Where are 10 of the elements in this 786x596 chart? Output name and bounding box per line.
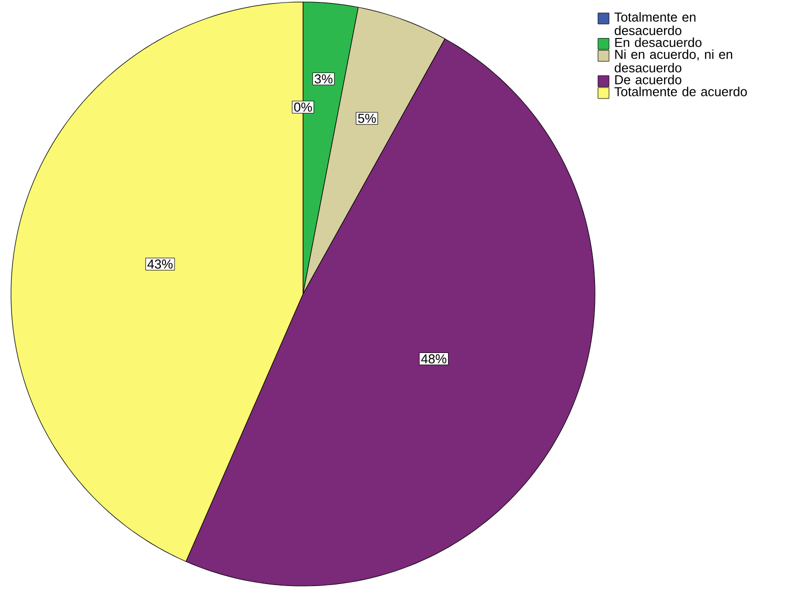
data-label: 48%	[421, 354, 446, 364]
data-label: 5%	[358, 114, 376, 123]
data-label: 43%	[147, 260, 173, 269]
text: 0%	[294, 102, 312, 112]
legend-label: De acuerdo	[615, 74, 682, 84]
legend-label: En desacuerdo	[615, 38, 702, 48]
legend-label: Ni en acuerdo, ni en desacuerdo	[614, 49, 732, 72]
legend-label: Totalmente de acuerdo	[614, 86, 747, 96]
legend-label: Totalmente en desacuerdo	[614, 12, 696, 36]
data-label: 3%	[314, 74, 332, 84]
